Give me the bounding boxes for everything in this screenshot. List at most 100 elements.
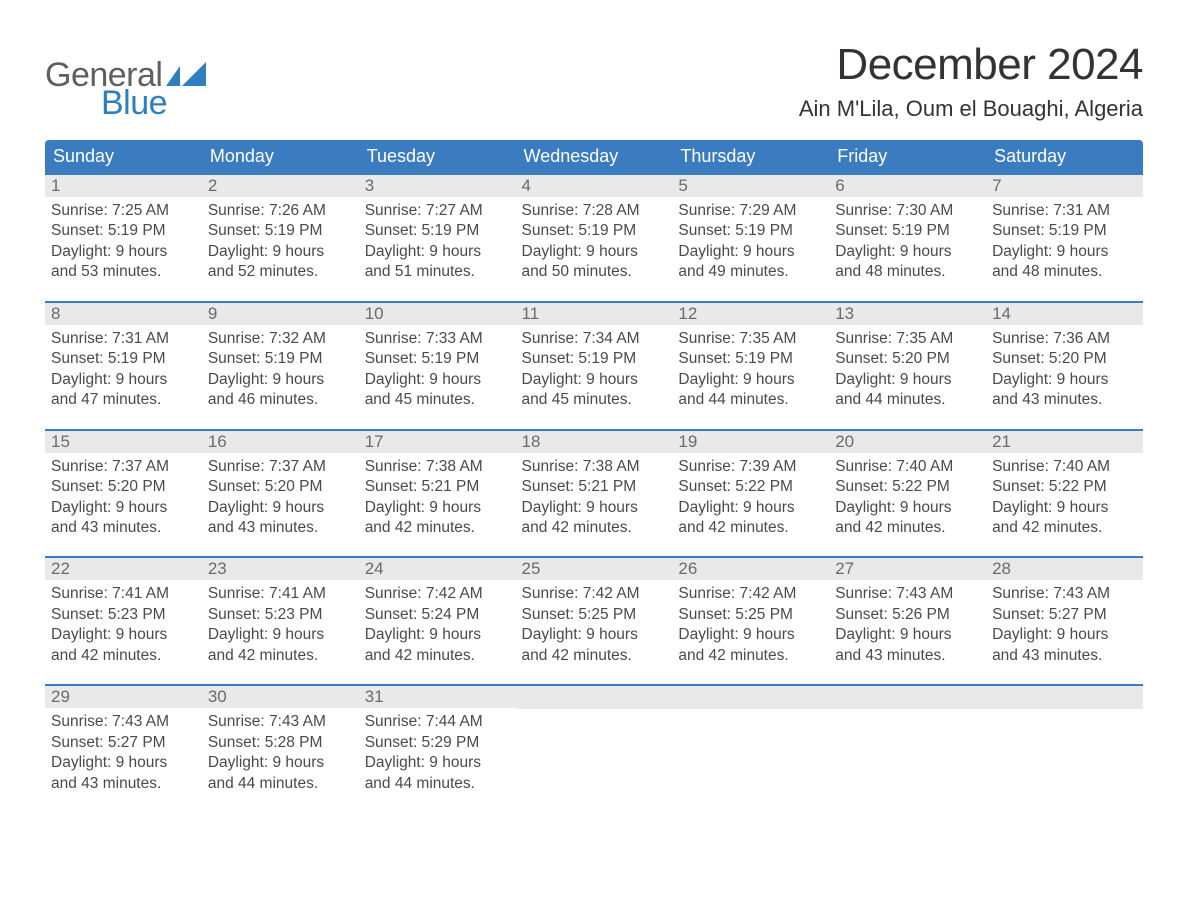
sunset-line: Sunset: 5:19 PM	[678, 221, 823, 241]
day-details: Sunrise: 7:43 AMSunset: 5:27 PMDaylight:…	[986, 580, 1143, 666]
day-details: Sunrise: 7:43 AMSunset: 5:28 PMDaylight:…	[202, 708, 359, 794]
daylight-line-2: and 42 minutes.	[835, 518, 980, 538]
daylight-line-1: Daylight: 9 hours	[992, 498, 1137, 518]
daylight-line-1: Daylight: 9 hours	[365, 242, 510, 262]
day-details: Sunrise: 7:43 AMSunset: 5:27 PMDaylight:…	[45, 708, 202, 794]
day-number: 18	[516, 431, 673, 453]
daylight-line-2: and 42 minutes.	[992, 518, 1137, 538]
calendar-day-cell: 14Sunrise: 7:36 AMSunset: 5:20 PMDayligh…	[986, 302, 1143, 430]
day-details: Sunrise: 7:40 AMSunset: 5:22 PMDaylight:…	[986, 453, 1143, 539]
daylight-line-2: and 44 minutes.	[678, 390, 823, 410]
calendar-day-cell: 20Sunrise: 7:40 AMSunset: 5:22 PMDayligh…	[829, 430, 986, 558]
sunrise-line: Sunrise: 7:35 AM	[835, 329, 980, 349]
daylight-line-2: and 50 minutes.	[522, 262, 667, 282]
day-number-empty	[672, 686, 829, 709]
calendar-day-cell: 28Sunrise: 7:43 AMSunset: 5:27 PMDayligh…	[986, 557, 1143, 685]
day-number: 30	[202, 686, 359, 708]
calendar-day-cell: 21Sunrise: 7:40 AMSunset: 5:22 PMDayligh…	[986, 430, 1143, 558]
day-number: 27	[829, 558, 986, 580]
calendar-day-cell: 11Sunrise: 7:34 AMSunset: 5:19 PMDayligh…	[516, 302, 673, 430]
day-number: 20	[829, 431, 986, 453]
sunset-line: Sunset: 5:20 PM	[51, 477, 196, 497]
sunrise-line: Sunrise: 7:43 AM	[992, 584, 1137, 604]
sunrise-line: Sunrise: 7:42 AM	[678, 584, 823, 604]
day-details: Sunrise: 7:28 AMSunset: 5:19 PMDaylight:…	[516, 197, 673, 283]
sunset-line: Sunset: 5:28 PM	[208, 733, 353, 753]
sunrise-line: Sunrise: 7:36 AM	[992, 329, 1137, 349]
weekday-header: Thursday	[672, 140, 829, 174]
calendar-day-cell: 19Sunrise: 7:39 AMSunset: 5:22 PMDayligh…	[672, 430, 829, 558]
daylight-line-2: and 43 minutes.	[208, 518, 353, 538]
day-number: 29	[45, 686, 202, 708]
day-details: Sunrise: 7:35 AMSunset: 5:20 PMDaylight:…	[829, 325, 986, 411]
sunset-line: Sunset: 5:23 PM	[51, 605, 196, 625]
daylight-line-2: and 42 minutes.	[678, 646, 823, 666]
day-details: Sunrise: 7:29 AMSunset: 5:19 PMDaylight:…	[672, 197, 829, 283]
sunrise-line: Sunrise: 7:40 AM	[992, 457, 1137, 477]
calendar-week-row: 1Sunrise: 7:25 AMSunset: 5:19 PMDaylight…	[45, 174, 1143, 302]
day-number: 13	[829, 303, 986, 325]
calendar-day-cell: 27Sunrise: 7:43 AMSunset: 5:26 PMDayligh…	[829, 557, 986, 685]
calendar-day-cell: 24Sunrise: 7:42 AMSunset: 5:24 PMDayligh…	[359, 557, 516, 685]
daylight-line-1: Daylight: 9 hours	[835, 242, 980, 262]
calendar-day-cell: 25Sunrise: 7:42 AMSunset: 5:25 PMDayligh…	[516, 557, 673, 685]
calendar-day-cell: 2Sunrise: 7:26 AMSunset: 5:19 PMDaylight…	[202, 174, 359, 302]
daylight-line-1: Daylight: 9 hours	[51, 498, 196, 518]
weekday-header: Monday	[202, 140, 359, 174]
calendar-table: SundayMondayTuesdayWednesdayThursdayFrid…	[45, 140, 1143, 812]
daylight-line-1: Daylight: 9 hours	[208, 753, 353, 773]
daylight-line-2: and 44 minutes.	[835, 390, 980, 410]
daylight-line-1: Daylight: 9 hours	[992, 242, 1137, 262]
daylight-line-2: and 49 minutes.	[678, 262, 823, 282]
day-details: Sunrise: 7:41 AMSunset: 5:23 PMDaylight:…	[45, 580, 202, 666]
sunrise-line: Sunrise: 7:40 AM	[835, 457, 980, 477]
daylight-line-1: Daylight: 9 hours	[51, 242, 196, 262]
daylight-line-2: and 43 minutes.	[992, 390, 1137, 410]
day-details: Sunrise: 7:39 AMSunset: 5:22 PMDaylight:…	[672, 453, 829, 539]
calendar-empty-cell	[516, 685, 673, 812]
daylight-line-2: and 42 minutes.	[522, 646, 667, 666]
sunrise-line: Sunrise: 7:31 AM	[51, 329, 196, 349]
calendar-day-cell: 23Sunrise: 7:41 AMSunset: 5:23 PMDayligh…	[202, 557, 359, 685]
day-details: Sunrise: 7:42 AMSunset: 5:25 PMDaylight:…	[672, 580, 829, 666]
daylight-line-2: and 47 minutes.	[51, 390, 196, 410]
daylight-line-1: Daylight: 9 hours	[522, 498, 667, 518]
calendar-day-cell: 22Sunrise: 7:41 AMSunset: 5:23 PMDayligh…	[45, 557, 202, 685]
day-number: 31	[359, 686, 516, 708]
weekday-header: Wednesday	[516, 140, 673, 174]
sunrise-line: Sunrise: 7:26 AM	[208, 201, 353, 221]
daylight-line-1: Daylight: 9 hours	[835, 370, 980, 390]
sunrise-line: Sunrise: 7:43 AM	[51, 712, 196, 732]
daylight-line-1: Daylight: 9 hours	[678, 370, 823, 390]
day-number: 19	[672, 431, 829, 453]
daylight-line-2: and 43 minutes.	[835, 646, 980, 666]
sunrise-line: Sunrise: 7:32 AM	[208, 329, 353, 349]
daylight-line-2: and 52 minutes.	[208, 262, 353, 282]
daylight-line-2: and 44 minutes.	[365, 774, 510, 794]
day-number: 7	[986, 175, 1143, 197]
sunset-line: Sunset: 5:22 PM	[678, 477, 823, 497]
daylight-line-1: Daylight: 9 hours	[678, 498, 823, 518]
day-details: Sunrise: 7:37 AMSunset: 5:20 PMDaylight:…	[45, 453, 202, 539]
daylight-line-1: Daylight: 9 hours	[365, 625, 510, 645]
daylight-line-2: and 42 minutes.	[208, 646, 353, 666]
sunset-line: Sunset: 5:19 PM	[51, 349, 196, 369]
sunrise-line: Sunrise: 7:34 AM	[522, 329, 667, 349]
calendar-day-cell: 6Sunrise: 7:30 AMSunset: 5:19 PMDaylight…	[829, 174, 986, 302]
day-number: 15	[45, 431, 202, 453]
daylight-line-1: Daylight: 9 hours	[992, 625, 1137, 645]
daylight-line-1: Daylight: 9 hours	[51, 753, 196, 773]
calendar-empty-cell	[986, 685, 1143, 812]
calendar-day-cell: 3Sunrise: 7:27 AMSunset: 5:19 PMDaylight…	[359, 174, 516, 302]
calendar-day-cell: 31Sunrise: 7:44 AMSunset: 5:29 PMDayligh…	[359, 685, 516, 812]
sunset-line: Sunset: 5:19 PM	[835, 221, 980, 241]
day-details: Sunrise: 7:43 AMSunset: 5:26 PMDaylight:…	[829, 580, 986, 666]
daylight-line-1: Daylight: 9 hours	[835, 625, 980, 645]
daylight-line-1: Daylight: 9 hours	[51, 625, 196, 645]
calendar-day-cell: 10Sunrise: 7:33 AMSunset: 5:19 PMDayligh…	[359, 302, 516, 430]
day-details: Sunrise: 7:38 AMSunset: 5:21 PMDaylight:…	[516, 453, 673, 539]
sunrise-line: Sunrise: 7:38 AM	[365, 457, 510, 477]
daylight-line-2: and 45 minutes.	[522, 390, 667, 410]
day-number: 24	[359, 558, 516, 580]
calendar-page: General Blue December 2024 Ain M'Lila, O…	[0, 0, 1188, 918]
